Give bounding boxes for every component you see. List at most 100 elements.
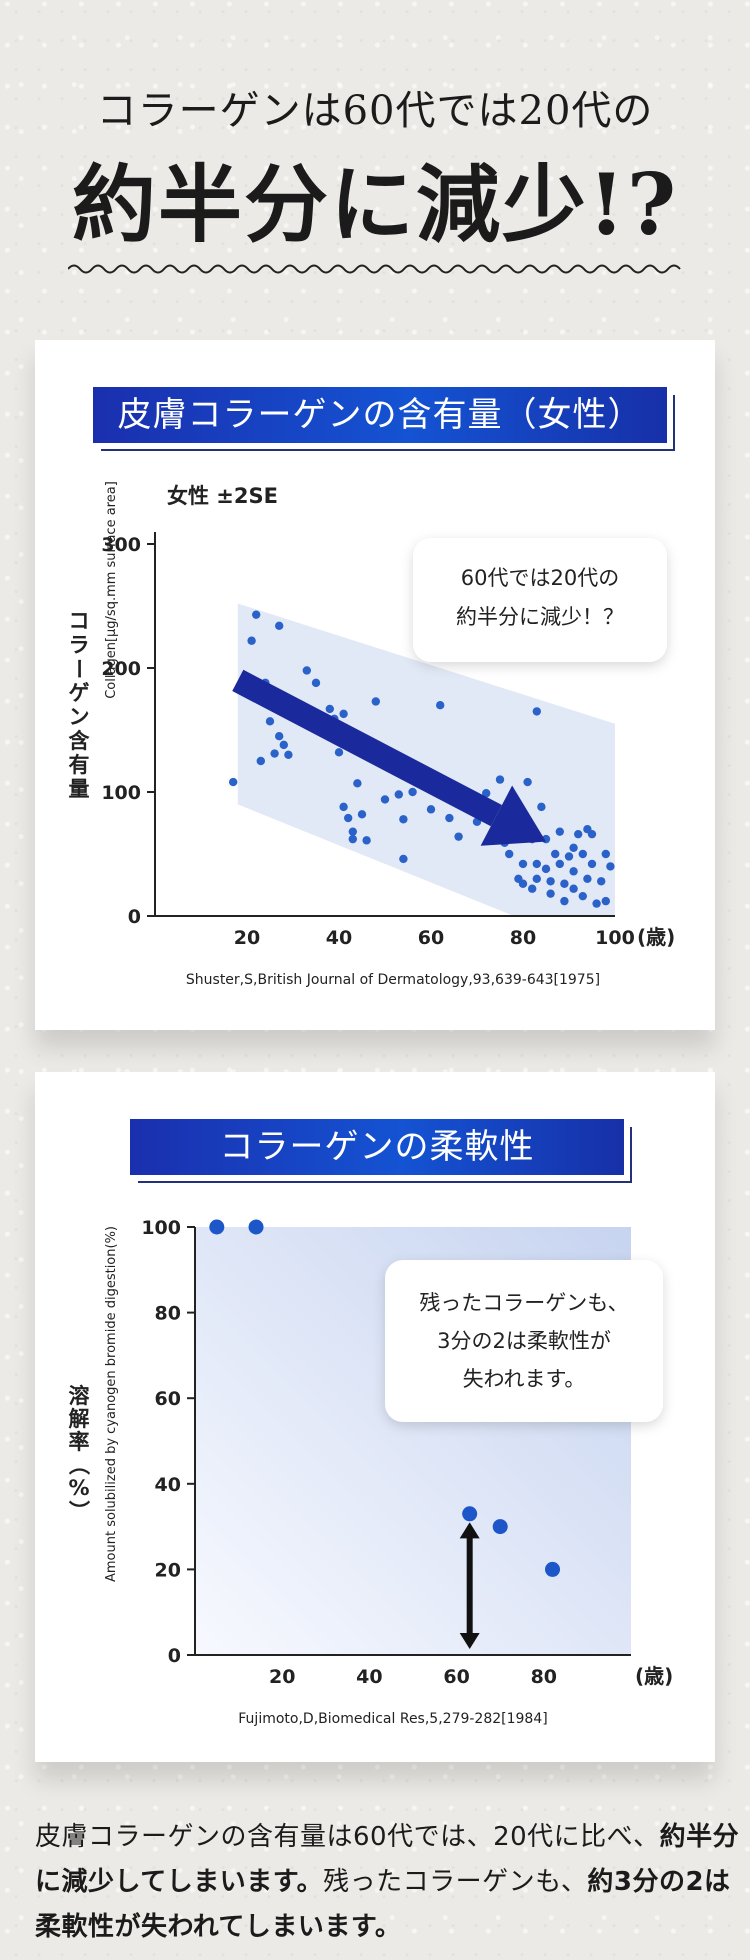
chart1-x-unit: (歳) <box>637 925 675 949</box>
data-point <box>436 701 445 710</box>
vertical-char: 率 <box>69 1430 90 1454</box>
callout2-line2: 3分の2は柔軟性が <box>437 1329 611 1353</box>
x-tick-label: 20 <box>234 927 260 949</box>
x-tick-label: 80 <box>510 927 536 949</box>
caption-part-2: 約半分に減少してしまいます。 <box>35 1822 740 1897</box>
data-point <box>394 790 403 799</box>
data-point <box>564 852 574 861</box>
caption-part-3: 残ったコラーゲンも、 <box>323 1867 588 1897</box>
x-tick-label: 40 <box>356 1666 382 1688</box>
vertical-char: 有 <box>69 753 90 777</box>
data-point <box>532 859 541 869</box>
summary-caption: 皮膚コラーゲンの含有量は60代では、20代に比べ、約半分に減少してしまいます。残… <box>35 1815 750 1950</box>
data-point <box>229 777 238 787</box>
data-point <box>348 834 357 844</box>
data-point <box>302 666 311 675</box>
double-headed-arrow <box>459 1522 480 1649</box>
headline-line-1: コラーゲンは60代では20代の <box>96 88 654 134</box>
data-point <box>445 813 454 823</box>
source-citation-2: Fujimoto,D,Biomedical Res,5,279-282[1984… <box>238 1711 547 1727</box>
data-point <box>587 829 597 839</box>
callout2-line3: 失われます。 <box>463 1367 586 1391</box>
data-point <box>528 884 537 893</box>
data-point <box>325 704 334 714</box>
caption-part-1: 皮膚コラーゲンの含有量は60代では、20代に比べ、 <box>35 1822 660 1852</box>
data-point <box>362 836 371 845</box>
wavy-divider <box>68 264 681 274</box>
data-point <box>248 1219 264 1235</box>
vertical-char: 溶 <box>69 1384 90 1408</box>
x-tick-label: 20 <box>269 1666 295 1688</box>
data-point <box>252 610 261 619</box>
trend-arrow-head <box>480 785 546 846</box>
x-tick-label: 100 <box>595 927 635 949</box>
data-point <box>541 864 551 874</box>
y-tick-label: 100 <box>101 782 141 804</box>
data-point <box>256 756 265 766</box>
data-point <box>339 802 348 812</box>
y-tick-label: 300 <box>101 534 141 556</box>
data-point <box>555 859 564 869</box>
callout1-line2: 約半分に減少！？ <box>456 605 624 629</box>
data-point <box>569 867 578 876</box>
data-point <box>495 775 505 784</box>
data-point <box>279 740 288 750</box>
data-point <box>426 805 436 814</box>
headline-line-2: 約半分に減少!? <box>71 155 679 254</box>
section2-banner: コラーゲンの柔軟性 <box>130 1119 624 1175</box>
arrow-head-down <box>459 1633 480 1649</box>
data-point <box>492 1519 508 1535</box>
vertical-char: 量 <box>69 777 90 801</box>
data-point <box>275 621 284 631</box>
data-point <box>578 891 587 901</box>
y-tick-label: 0 <box>128 906 141 928</box>
chart1-ylabel-sub: Collagen[μg/sq.mm surface area] <box>104 481 119 699</box>
data-point <box>275 732 284 741</box>
vertical-char: ン <box>69 705 90 729</box>
data-point <box>601 896 610 906</box>
data-point <box>583 874 592 883</box>
vertical-char: （ <box>67 1454 91 1475</box>
chart2-y-ticks: 0 20 40 60 80 100 <box>141 1217 195 1667</box>
data-point <box>482 789 491 798</box>
data-point <box>344 813 353 823</box>
vertical-char: ー <box>67 658 91 679</box>
data-point <box>399 854 408 864</box>
section1-banner: 皮膚コラーゲンの含有量（女性） <box>93 387 667 443</box>
data-point <box>265 717 275 726</box>
callout1-bubble <box>413 538 667 662</box>
data-point <box>462 1506 478 1522</box>
x-tick-label: 60 <box>443 1666 469 1688</box>
chart2-ylabel-vertical: 溶解率（%） <box>67 1384 91 1521</box>
data-point <box>574 829 583 839</box>
data-point <box>546 877 555 886</box>
data-point <box>532 707 541 716</box>
data-point <box>546 889 555 898</box>
chart1-points <box>229 610 615 908</box>
vertical-char: コ <box>69 609 90 633</box>
data-point <box>270 749 279 758</box>
data-point <box>601 849 610 859</box>
data-point <box>587 859 597 869</box>
vertical-char: 含 <box>69 729 91 753</box>
data-point <box>380 795 390 804</box>
data-point <box>408 787 417 797</box>
caption-part-4: 約3分の2は柔軟性が失われてしまいます。 <box>35 1867 731 1942</box>
callout2-bubble <box>385 1260 663 1422</box>
data-point <box>311 678 321 688</box>
vertical-char: ラ <box>69 633 90 657</box>
vertical-char: 解 <box>69 1407 90 1431</box>
x-tick-label: 40 <box>326 927 352 949</box>
data-point <box>505 849 514 859</box>
data-point <box>334 748 344 757</box>
chart2-x-unit: (歳) <box>635 1664 673 1688</box>
data-point <box>569 884 578 893</box>
data-point <box>551 849 560 859</box>
collagen-flexibility-chart: 溶解率（%） Amount solubilized by cyanogen br… <box>67 1217 674 1727</box>
data-point <box>532 874 541 883</box>
data-point <box>537 802 546 812</box>
data-point <box>339 709 348 719</box>
chart1-x-ticks: 20 40 60 80 100 <box>234 927 635 949</box>
